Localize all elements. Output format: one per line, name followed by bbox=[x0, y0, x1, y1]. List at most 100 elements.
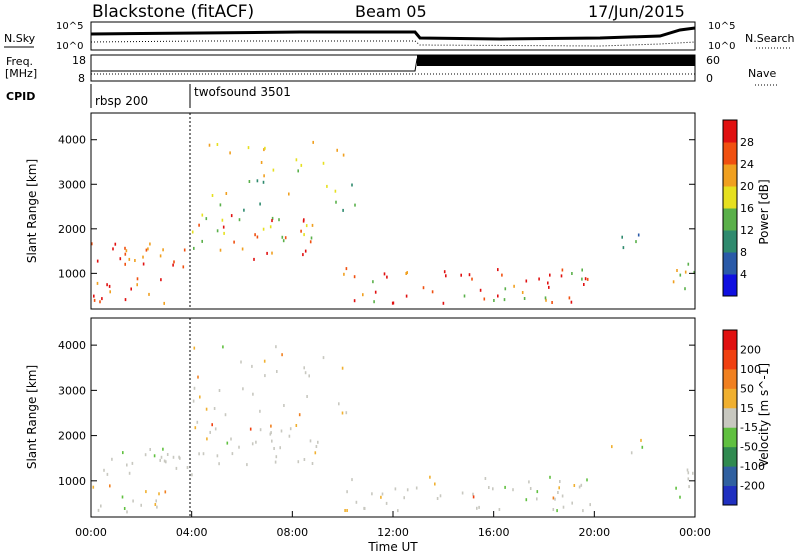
data-cell bbox=[124, 298, 127, 302]
data-cell bbox=[128, 257, 131, 261]
data-cell bbox=[383, 272, 386, 276]
data-cell bbox=[374, 290, 377, 294]
freq-panel: 18 8 60 0 bbox=[72, 54, 720, 85]
data-cell bbox=[182, 265, 185, 269]
data-cell bbox=[145, 248, 148, 252]
data-cell bbox=[159, 254, 162, 258]
colorbar-segment bbox=[723, 208, 737, 231]
data-cell bbox=[687, 471, 690, 475]
data-cell bbox=[191, 230, 194, 234]
data-cell bbox=[297, 460, 300, 464]
data-cell bbox=[354, 203, 356, 207]
date-title: 17/Jun/2015 bbox=[588, 2, 685, 21]
data-cell bbox=[147, 247, 149, 251]
data-cell bbox=[218, 462, 220, 466]
data-cell bbox=[123, 507, 126, 510]
data-cell bbox=[545, 298, 547, 302]
data-cell bbox=[336, 148, 338, 152]
data-cell bbox=[140, 503, 142, 507]
data-cell bbox=[687, 477, 690, 481]
data-cell bbox=[276, 370, 278, 373]
colorbar-segment bbox=[723, 466, 737, 487]
data-cell bbox=[586, 277, 589, 281]
data-cell bbox=[635, 240, 637, 244]
freq-dual-band bbox=[417, 55, 695, 66]
nave-tick-top: 60 bbox=[706, 54, 720, 67]
data-cell bbox=[573, 484, 576, 487]
data-cell bbox=[279, 446, 281, 450]
data-cell bbox=[422, 286, 425, 290]
colorbar-segment bbox=[723, 274, 737, 297]
data-cell bbox=[311, 223, 314, 227]
data-cell bbox=[263, 359, 266, 363]
data-cell bbox=[163, 459, 166, 463]
power-data-marks bbox=[91, 140, 695, 305]
data-cell bbox=[436, 497, 439, 500]
data-cell bbox=[630, 451, 633, 455]
data-cell bbox=[362, 293, 364, 297]
data-cell bbox=[178, 455, 180, 459]
data-cell bbox=[295, 158, 298, 162]
colorbar-frame bbox=[722, 119, 738, 297]
data-cell bbox=[351, 478, 353, 482]
data-cell bbox=[149, 448, 151, 451]
data-cell bbox=[300, 163, 303, 167]
velocity-colorbar-tick: 100 bbox=[740, 363, 761, 376]
station-title: Blackstone (fitACF) bbox=[92, 2, 254, 22]
data-cell bbox=[342, 208, 344, 212]
data-cell bbox=[341, 411, 344, 415]
data-cell bbox=[253, 257, 255, 261]
colorbar-segment bbox=[723, 142, 737, 165]
velocity-colorbar: 200 100 50 15 -15 -50 -100 -200 bbox=[722, 329, 765, 506]
velocity-data-marks bbox=[92, 345, 694, 514]
data-cell bbox=[380, 495, 382, 499]
data-cell bbox=[460, 273, 462, 277]
data-cell bbox=[280, 429, 283, 433]
data-cell bbox=[262, 180, 265, 184]
time-x-axis: 00:00 04:00 08:00 12:00 16:00 20:00 00:00 bbox=[75, 511, 711, 539]
data-cell bbox=[251, 364, 253, 368]
data-cell bbox=[162, 248, 164, 252]
data-cell bbox=[303, 233, 305, 237]
nsearch-trace bbox=[90, 40, 696, 47]
data-cell bbox=[124, 262, 126, 266]
data-cell bbox=[271, 251, 273, 255]
x-tick-label: 00:00 bbox=[75, 526, 107, 539]
data-cell bbox=[554, 497, 556, 501]
data-cell bbox=[305, 224, 308, 228]
nsky-label: N.Sky bbox=[4, 32, 36, 45]
data-cell bbox=[300, 229, 302, 233]
y-tick-label: 3000 bbox=[58, 384, 86, 397]
data-cell bbox=[100, 504, 102, 508]
power-colorbar-tick: 8 bbox=[740, 246, 747, 259]
data-cell bbox=[578, 485, 581, 489]
data-cell bbox=[229, 151, 231, 155]
data-cell bbox=[684, 287, 686, 291]
data-cell bbox=[269, 225, 272, 229]
data-cell bbox=[322, 356, 325, 360]
data-cell bbox=[692, 471, 694, 475]
data-cell bbox=[559, 480, 561, 483]
y-tick-label: 1000 bbox=[58, 267, 86, 280]
data-cell bbox=[640, 438, 642, 442]
data-cell bbox=[434, 482, 436, 486]
data-cell bbox=[281, 353, 283, 357]
data-cell bbox=[124, 252, 127, 256]
data-cell bbox=[556, 509, 558, 513]
data-cell bbox=[225, 192, 228, 195]
data-cell bbox=[439, 494, 442, 498]
data-cell bbox=[548, 285, 550, 289]
data-cell bbox=[196, 420, 199, 424]
data-cell bbox=[130, 287, 132, 291]
data-cell bbox=[275, 455, 278, 459]
data-cell bbox=[468, 273, 471, 277]
data-cell bbox=[198, 223, 200, 227]
data-cell bbox=[260, 161, 263, 164]
data-cell bbox=[134, 259, 136, 262]
data-cell bbox=[288, 434, 291, 438]
data-cell bbox=[93, 298, 96, 302]
data-cell bbox=[197, 375, 199, 379]
data-cell bbox=[310, 236, 313, 240]
power-colorbar-tick: 12 bbox=[740, 224, 754, 237]
data-cell bbox=[271, 219, 273, 223]
